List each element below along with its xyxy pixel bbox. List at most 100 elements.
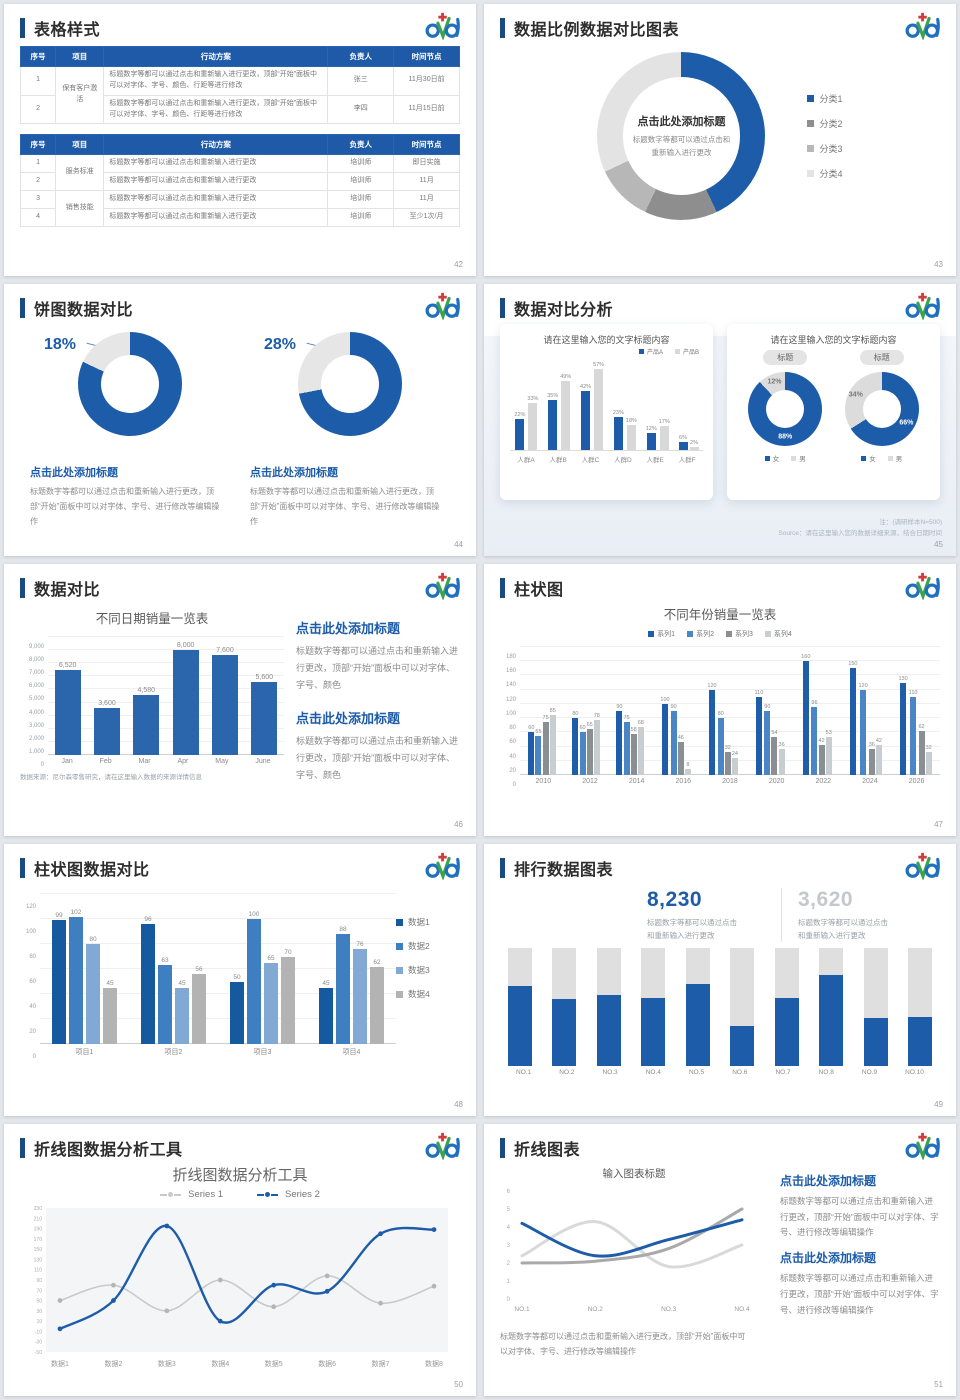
- bar-value-label: 78: [593, 712, 600, 719]
- x-axis-label: 项目3: [253, 1049, 272, 1056]
- y-axis: 0 1,000 2,000 3,000 4,000 5,000 6,000 7,000 8,00…: [20, 644, 48, 768]
- x-axis-label: June: [255, 758, 271, 765]
- bar-value-label: 85: [549, 707, 556, 714]
- title-accent-bar: [500, 1138, 505, 1158]
- bar-value-label: 56: [195, 966, 203, 973]
- bar-cell: 60: [528, 647, 534, 775]
- x-axis-label: NO.1: [516, 1069, 532, 1077]
- bar-cell: 36: [779, 647, 785, 775]
- legend-item: 女: [861, 453, 876, 463]
- cell-action: 标题数字等都可以通过点击和重新输入进行更改，顶部“开始”面板中可以对字体、字号、…: [103, 94, 329, 125]
- x-axis-label: NO.9: [861, 1069, 878, 1077]
- bar-value-label: 6%: [679, 434, 687, 441]
- bar-segment-value: [596, 995, 621, 1067]
- bar: [586, 728, 593, 775]
- bar-value-label: 80: [717, 711, 724, 718]
- bar-cell: 62: [918, 647, 925, 775]
- brand-logo-icon: [424, 12, 462, 41]
- donut-value-label: 66%: [899, 419, 914, 427]
- pie-area: 18%: [30, 332, 230, 454]
- bar-cell: 32: [725, 647, 731, 775]
- legend-line-marker: [160, 1192, 182, 1197]
- y-tick-label: 2,000: [28, 735, 44, 742]
- bar: [579, 732, 586, 775]
- cell-time: 11月30日前: [393, 66, 460, 96]
- page-number: 47: [934, 820, 943, 829]
- bar: [54, 669, 81, 755]
- svg-text:-50: -50: [35, 1350, 42, 1356]
- bar-cell: 12%: [646, 358, 657, 450]
- cell-num: 4: [19, 207, 57, 227]
- x-axis-label: 2014: [628, 778, 645, 785]
- bar-value-label: 45: [178, 979, 186, 987]
- legend-swatch: [887, 455, 893, 461]
- svg-text:NO.1: NO.1: [514, 1306, 530, 1313]
- cell-owner: 培训师: [327, 172, 395, 192]
- y-tick-label: 80: [29, 954, 36, 960]
- pie-area: 28%: [250, 332, 450, 454]
- bar: [646, 433, 656, 450]
- svg-text:-30: -30: [35, 1340, 42, 1346]
- grouped-bar-chart: 22% 33% 35% 49% 42% 57% 23% 18% 12% 17% 6% 2% 人群A 人群B…: [510, 358, 703, 464]
- x-axis-label: NO.10: [905, 1069, 924, 1077]
- table-row: 1 服务标准 标题数字等都可以通过点击和重新输入进行更改 培训师 即日实施: [19, 154, 460, 192]
- bar-value-label: 62: [918, 723, 925, 730]
- y-tick-label: 160: [505, 668, 516, 675]
- bar-value-label: 96: [144, 916, 152, 923]
- cell-owner: 培训师: [327, 207, 395, 227]
- slide-51: 折线图表 输入图表标题 0 1 2 3 4 5 6 NO.1 NO.2 NO.3 NO.4 标题数字…: [484, 1124, 956, 1396]
- bar-cell: 42: [819, 647, 825, 775]
- bar: [247, 919, 261, 1044]
- donut-center: [766, 389, 805, 429]
- legend-label: 系列1: [657, 631, 676, 638]
- x-axis-label: 2018: [722, 778, 738, 785]
- bar-value-label: 60: [528, 725, 535, 732]
- donut-center: [320, 354, 380, 414]
- svg-text:0: 0: [507, 1297, 511, 1303]
- slide-43: 数据比例数据对比图表 点击此处添加标题 标题数字等都可以通过点击和重新输入进行更…: [484, 4, 956, 276]
- bar-value-label: 58: [630, 726, 637, 733]
- legend-swatch: [687, 631, 694, 637]
- bar-group: 45 88 76 62: [319, 894, 384, 1044]
- bar-cell: 110: [909, 647, 917, 775]
- x-axis-label: 2022: [815, 778, 832, 785]
- plot: 6,520 3,600 4,580 8,000 7,600 5,600: [48, 636, 284, 755]
- brand-logo-icon: [904, 852, 942, 881]
- bar-cell: 56: [192, 894, 206, 1044]
- bar-value-label: 88: [339, 926, 347, 933]
- action-plan-table-2: 序号 项目 行动方案 负责人 时间节点 1 服务标准 标题数字等都可以通过点击和…: [19, 134, 460, 227]
- bar-cell: 46: [678, 647, 684, 775]
- gridline: [520, 745, 940, 747]
- cell-num: 1: [19, 154, 57, 174]
- title-accent-bar: [20, 298, 25, 318]
- bar: [925, 752, 932, 775]
- cell-action: 标题数字等都可以通过点击和重新输入进行更改，顶部“开始”面板中可以对字体、字号、…: [103, 66, 329, 96]
- svg-text:230: 230: [34, 1206, 43, 1212]
- y-tick-label: 5,000: [28, 696, 44, 703]
- bar-value-label: 54: [771, 729, 778, 736]
- gridline: [520, 688, 940, 690]
- chart-legend: 分类1 分类2 分类3 分类4: [807, 92, 843, 180]
- page-number: 46: [454, 820, 463, 829]
- slide-header: 柱状图: [500, 576, 940, 600]
- brand-logo: [425, 572, 460, 601]
- x-axis-labels: 2010 2012 2014 2016 2018 2020 2022 2024 2026: [520, 778, 940, 785]
- svg-text:NO.3: NO.3: [661, 1306, 677, 1313]
- bar-value-label: 35%: [547, 393, 559, 400]
- bar-chart-body: 22% 33% 35% 49% 42% 57% 23% 18% 12% 17% 6% 2% 人群A 人群B…: [510, 358, 703, 464]
- y-tick-label: 8,000: [28, 657, 44, 664]
- svg-text:数据5: 数据5: [265, 1359, 283, 1368]
- bar-value-label: 50: [233, 973, 241, 981]
- x-axis-labels: Jan Feb Mar Apr May June: [48, 758, 284, 765]
- key-numbers: 8,230 标题数字等都可以通过点击和重新输入进行更改 3,620 标题数字等都…: [500, 884, 940, 944]
- bar-value-label: 45: [322, 979, 330, 987]
- svg-text:190: 190: [34, 1227, 43, 1233]
- bar: [86, 944, 100, 1044]
- page-number: 48: [454, 1100, 463, 1109]
- bar: [731, 757, 738, 775]
- x-axis-label: 人群D: [614, 457, 632, 464]
- gridline: [48, 636, 284, 637]
- bar: [677, 742, 684, 775]
- bar-group: 22% 33%: [514, 358, 538, 450]
- cell-time: 11月15日前: [393, 94, 460, 125]
